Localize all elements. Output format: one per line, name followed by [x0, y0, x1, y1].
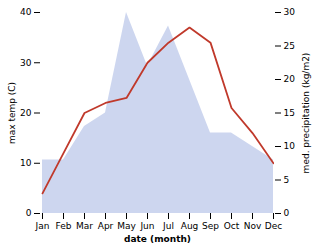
svg-text:Nov: Nov [244, 221, 262, 231]
svg-text:med. precipitation (kg/m2): med. precipitation (kg/m2) [301, 53, 311, 174]
svg-text:15: 15 [284, 108, 295, 118]
svg-text:Oct: Oct [224, 221, 240, 231]
svg-text:date (month): date (month) [124, 234, 191, 244]
svg-text:Sep: Sep [202, 221, 219, 231]
svg-text:Jul: Jul [162, 221, 174, 231]
svg-text:Mar: Mar [76, 221, 93, 231]
svg-text:0: 0 [284, 208, 290, 218]
svg-text:20: 20 [20, 108, 32, 118]
svg-text:Jan: Jan [35, 221, 50, 231]
svg-text:10: 10 [284, 141, 296, 151]
svg-text:40: 40 [20, 7, 32, 17]
svg-text:Aug: Aug [181, 221, 199, 231]
svg-text:30: 30 [284, 7, 296, 17]
svg-text:0: 0 [26, 208, 32, 218]
svg-text:Dec: Dec [265, 221, 282, 231]
svg-text:Jun: Jun [139, 221, 154, 231]
svg-text:10: 10 [20, 158, 32, 168]
svg-text:25: 25 [284, 41, 295, 51]
svg-text:May: May [117, 221, 136, 231]
svg-text:max temp (C): max temp (C) [7, 82, 17, 144]
svg-text:5: 5 [284, 175, 290, 185]
svg-text:30: 30 [20, 58, 32, 68]
svg-text:20: 20 [284, 74, 296, 84]
svg-text:Feb: Feb [56, 221, 72, 231]
svg-text:Apr: Apr [98, 221, 114, 231]
